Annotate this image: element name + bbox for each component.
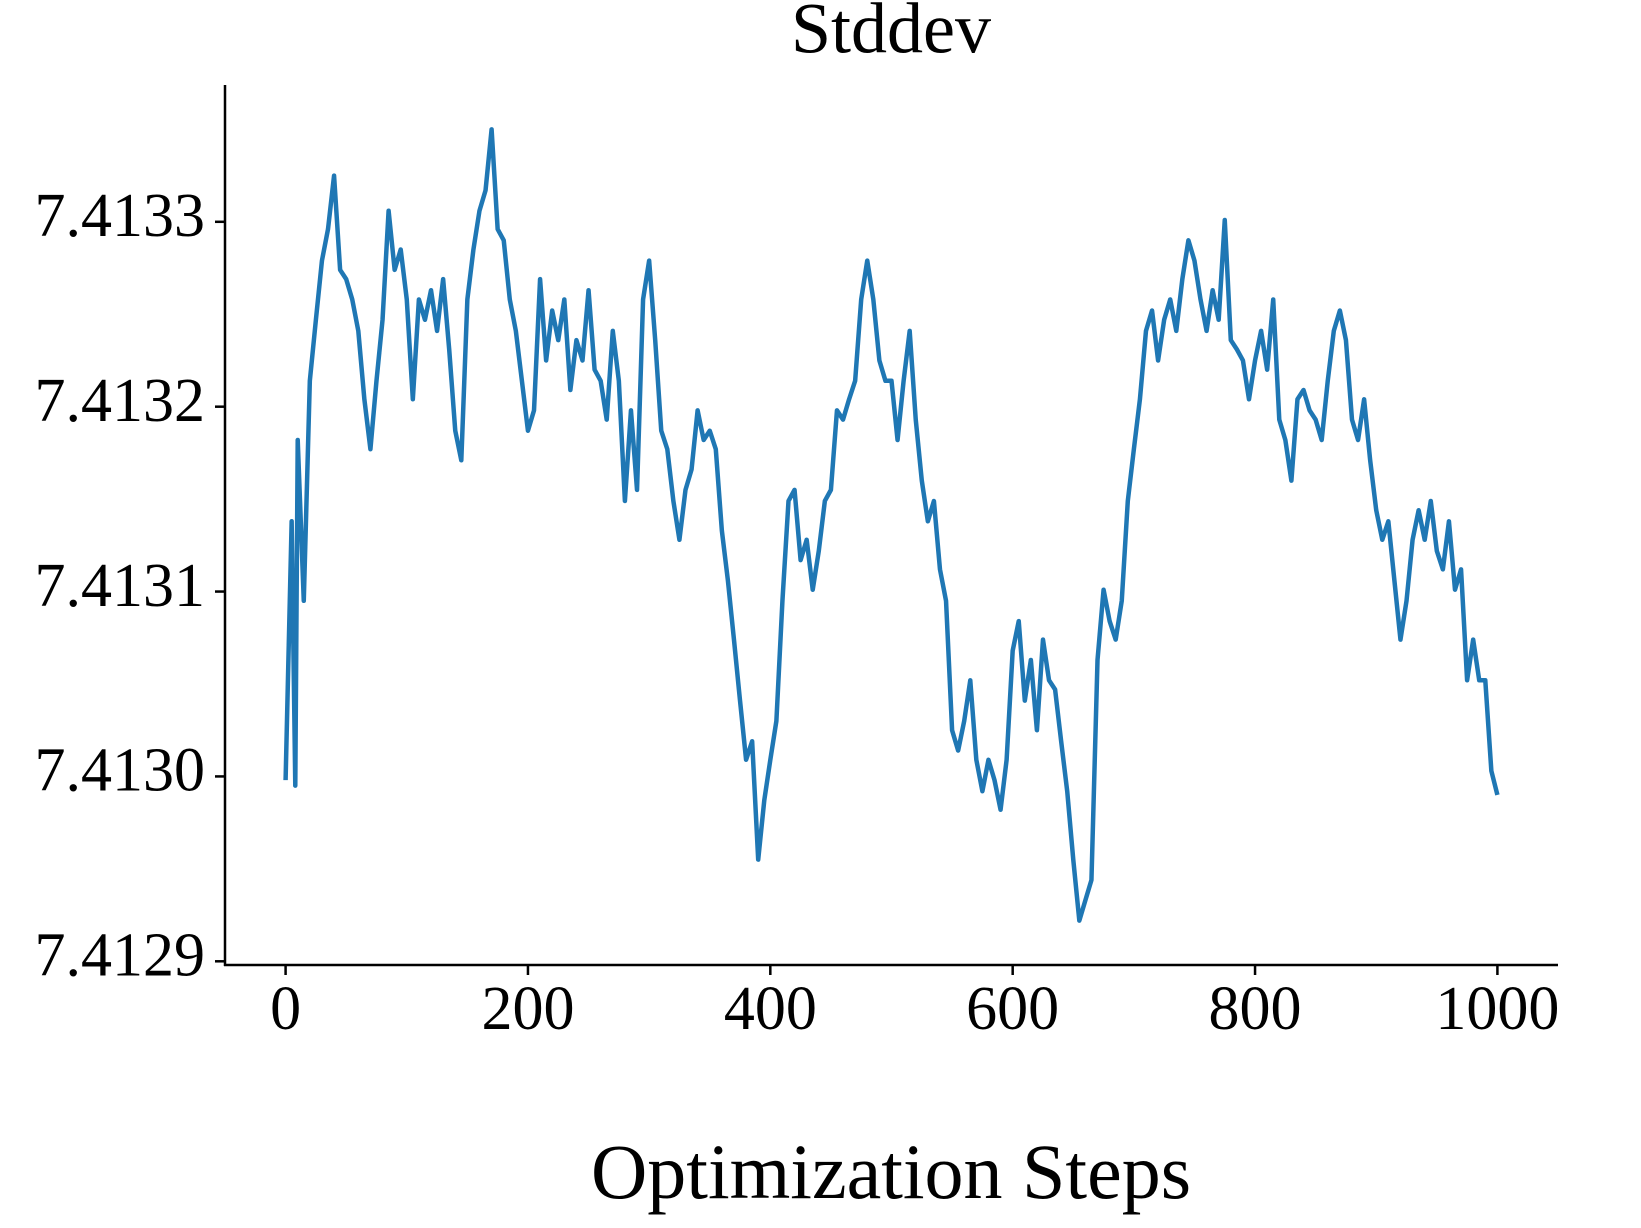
y-tick-label: 7.4131	[35, 552, 206, 620]
data-line	[283, 127, 1500, 923]
y-tick-label: 7.4129	[35, 922, 206, 990]
y-tick-label: 7.4133	[35, 182, 206, 250]
x-tick-label: 0	[270, 975, 301, 1043]
x-tick-label: 800	[1209, 975, 1302, 1043]
x-tick-label: 400	[724, 975, 817, 1043]
x-tick-label: 600	[966, 975, 1059, 1043]
y-tick-label: 7.4130	[35, 737, 206, 805]
x-axis-label: Optimization Steps	[591, 1128, 1191, 1215]
x-tick-label: 1000	[1435, 975, 1559, 1043]
chart-title: Stddev	[791, 0, 991, 69]
y-tick-label: 7.4132	[35, 367, 206, 435]
x-tick-label: 200	[481, 975, 574, 1043]
